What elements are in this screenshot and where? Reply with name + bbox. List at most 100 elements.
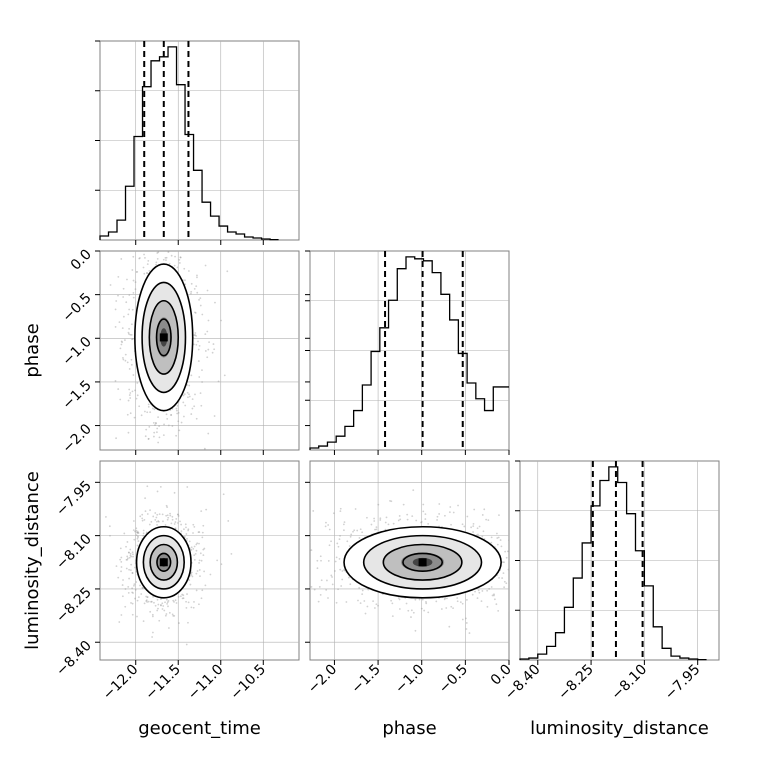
scatter-point (478, 591, 481, 594)
scatter-point (334, 560, 337, 563)
scatter-point (129, 548, 132, 551)
scatter-point (424, 518, 427, 520)
scatter-point (211, 351, 214, 354)
scatter-point (132, 592, 134, 594)
scatter-point (157, 520, 160, 523)
scatter-point (461, 602, 464, 605)
scatter-point (157, 520, 160, 522)
scatter-point (97, 343, 99, 345)
scatter-point (131, 338, 134, 340)
scatter-point (483, 508, 486, 511)
scatter-point (200, 404, 203, 407)
scatter-point (139, 515, 142, 518)
scatter-point (443, 598, 446, 601)
scatter-point (155, 261, 158, 264)
scatter-point (384, 521, 387, 524)
histogram-line (519, 466, 707, 661)
scatter-point (125, 545, 127, 548)
scatter-point (129, 412, 132, 415)
scatter-point (363, 600, 366, 602)
scatter-point (335, 601, 338, 604)
scatter-point (189, 583, 192, 586)
scatter-point (132, 296, 135, 299)
scatter-point (151, 636, 154, 638)
scatter-point (183, 393, 186, 396)
y-axis-luminosity_distance: −8.40 −8.25 −8.10 −7.95 luminosity_distance (22, 471, 100, 679)
scatter-point (131, 572, 134, 574)
scatter-point (448, 625, 451, 628)
scatter-point (147, 600, 150, 603)
scatter-point (122, 358, 125, 361)
scatter-point (222, 493, 225, 496)
x-tick-label: −7.95 (662, 662, 704, 704)
scatter-point (375, 526, 378, 529)
scatter-point (146, 485, 149, 488)
scatter-point (193, 405, 196, 408)
scatter-point (175, 602, 178, 604)
scatter-point (310, 541, 311, 543)
scatter-point (497, 536, 500, 539)
scatter-point (226, 270, 229, 273)
scatter-point (170, 254, 173, 257)
scatter-point (474, 590, 476, 593)
scatter-point (411, 515, 414, 518)
scatter-point (391, 602, 394, 605)
scatter-point (194, 334, 197, 336)
y-tick-label: −8.25 (53, 584, 95, 626)
scatter-point (188, 540, 191, 543)
scatter-point (137, 596, 140, 599)
scatter-point (208, 341, 210, 344)
scatter-point (193, 525, 196, 528)
scatter-point (152, 422, 155, 424)
scatter-point (108, 525, 111, 528)
scatter-point (120, 343, 123, 346)
scatter-point (176, 513, 179, 516)
scatter-point (353, 529, 356, 532)
scatter-point (338, 558, 341, 560)
scatter-point (349, 535, 352, 538)
scatter-point (300, 564, 302, 566)
scatter-point (330, 540, 332, 543)
scatter-point (414, 598, 417, 601)
scatter-point (482, 530, 485, 533)
scatter-point (137, 536, 139, 539)
scatter-point (510, 596, 512, 598)
scatter-point (147, 403, 150, 406)
scatter-point (173, 523, 176, 525)
scatter-point (129, 569, 132, 572)
scatter-point (135, 397, 138, 400)
scatter-point (157, 607, 159, 610)
scatter-point (192, 523, 195, 526)
scatter-point (166, 518, 169, 521)
scatter-point (165, 259, 167, 261)
scatter-point (358, 586, 361, 589)
scatter-point (354, 508, 357, 510)
scatter-point (304, 596, 306, 598)
scatter-point (514, 562, 516, 564)
scatter-point (145, 599, 148, 602)
scatter-point (180, 530, 183, 532)
scatter-point (146, 411, 149, 414)
scatter-point (157, 251, 160, 254)
scatter-point (136, 615, 138, 618)
scatter-point (197, 340, 199, 343)
scatter-point (420, 520, 423, 523)
scatter-point (183, 267, 186, 270)
scatter-point (444, 514, 446, 517)
scatter-point (147, 437, 150, 440)
scatter-point (128, 556, 131, 559)
scatter-point (373, 517, 376, 520)
scatter-point (187, 601, 190, 604)
scatter-point (198, 542, 200, 545)
scatter-point (144, 497, 147, 500)
scatter-point (177, 513, 180, 516)
x-tick-label: −12.0 (100, 662, 142, 704)
scatter-point (138, 405, 141, 408)
scatter-point (177, 515, 180, 517)
panel-frame (99, 460, 300, 661)
scatter-point (481, 590, 484, 592)
scatter-point (364, 612, 367, 615)
scatter-point (132, 555, 134, 558)
scatter-point (477, 533, 479, 536)
scatter-point (196, 542, 199, 545)
